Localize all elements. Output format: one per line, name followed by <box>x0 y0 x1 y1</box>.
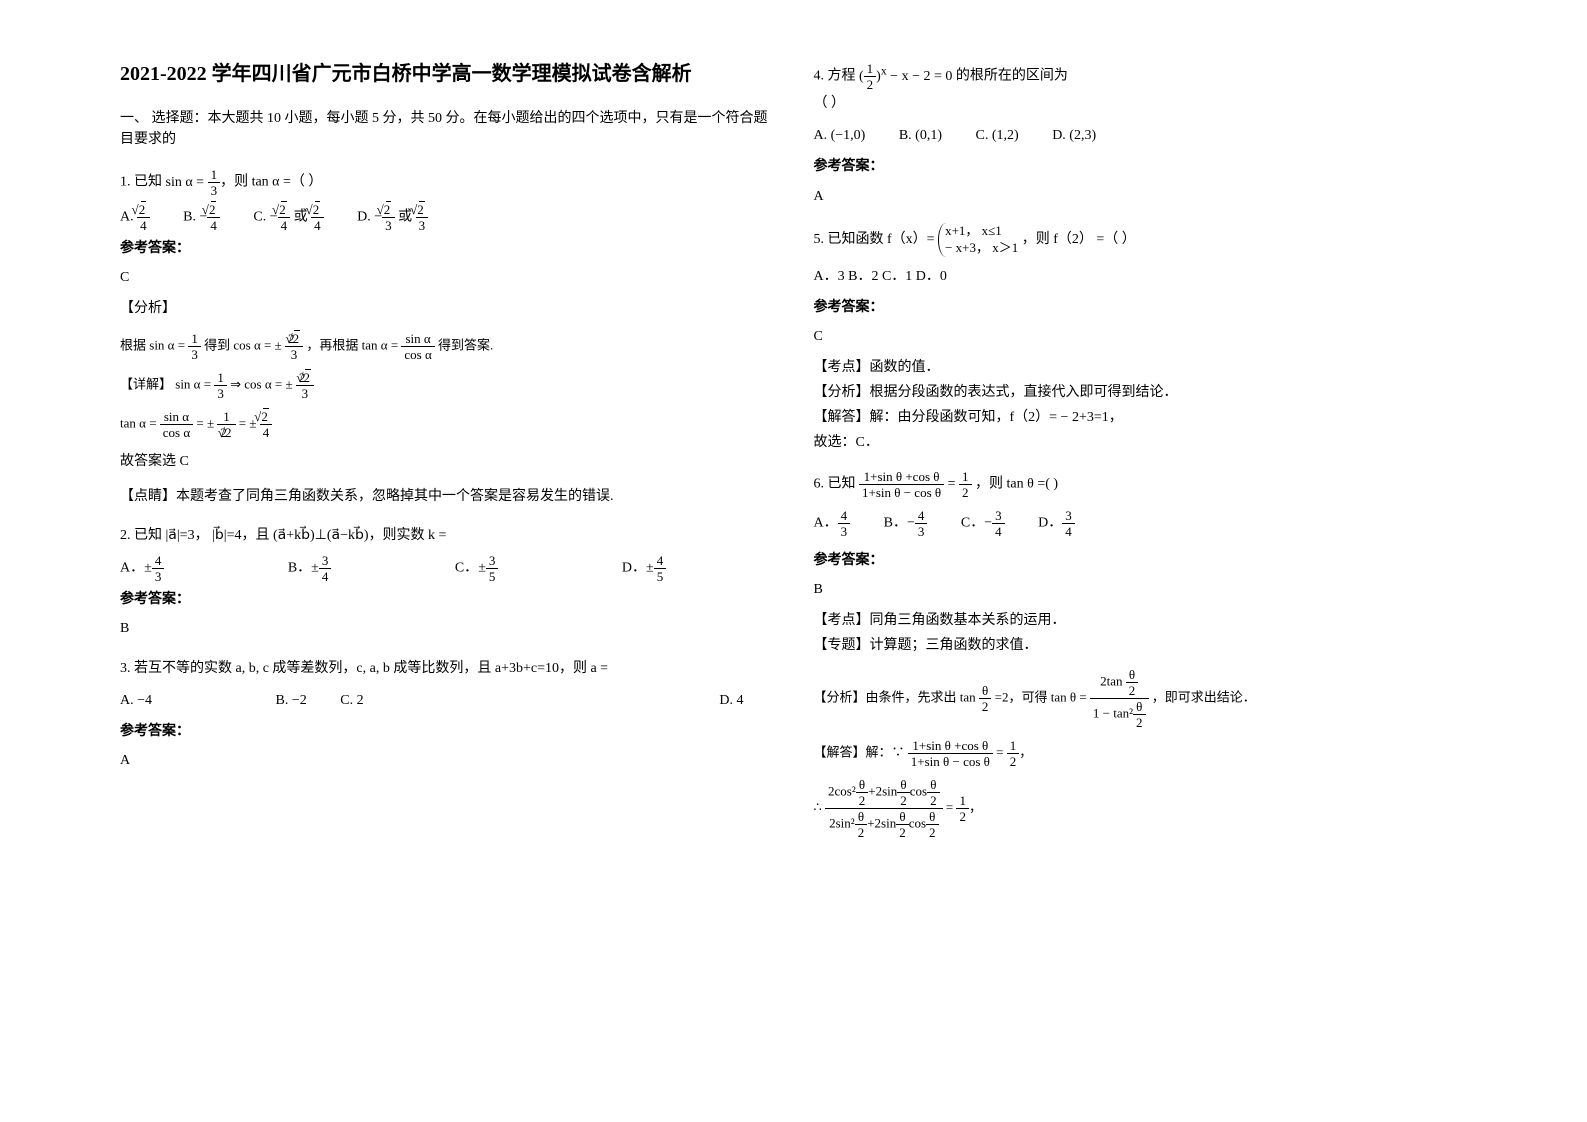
question-6: 6. 已知 1+sin θ +cos θ1+sin θ − cos θ = 12… <box>814 470 1468 840</box>
q6-therefore: ∴ 2cos²θ2+2sinθ2cosθ2 2sin²θ2+2sinθ2cosθ… <box>814 778 1468 839</box>
q1-analysis-1: 根据 sin α = 13 得到 cos α = ± 223 ，再根据 tan … <box>120 332 774 361</box>
q2-a: |a⃗|=3 <box>166 528 195 543</box>
q4-optC: C. (1,2) <box>976 122 1019 150</box>
q3-optC: C. 2 <box>340 687 363 715</box>
q1-answer-label: 参考答案： <box>120 236 774 261</box>
q4-optB: B. (0,1) <box>899 122 942 150</box>
q5-cases: x+1， x≤1 − x+3， x＞1 <box>938 223 1018 257</box>
q1-optA: A. 24 <box>120 203 150 232</box>
q6-zhuanti: 【专题】计算题；三角函数的求值． <box>814 633 1468 658</box>
q2-perp: (a⃗+kb⃗)⊥(a⃗−kb⃗) <box>273 528 369 543</box>
q4-answer: A <box>814 184 1468 209</box>
q6-answer: B <box>814 577 1468 602</box>
q6-optB: B．−43 <box>884 509 928 538</box>
q4-optA: A. (−1,0) <box>814 122 866 150</box>
q4-expr: (12)x − x − 2 = 0 <box>859 69 952 84</box>
q2-optD: D．±45 <box>622 554 666 583</box>
q1-stem-suffix: ，则 tan α =（ ） <box>220 175 322 190</box>
q2-optC: C．±35 <box>455 554 499 583</box>
q2-b: |b⃗|=4 <box>212 528 241 543</box>
q4-answer-label: 参考答案： <box>814 154 1468 179</box>
q5-guxuan: 故选：C． <box>814 430 1468 455</box>
q3-optD: D. 4 <box>719 687 743 715</box>
q6-optD: D．34 <box>1038 509 1075 538</box>
q6-options: A．43 B．−43 C．−34 D．34 <box>814 509 1468 538</box>
q3-answer-label: 参考答案： <box>120 719 774 744</box>
q2-answer-label: 参考答案： <box>120 587 774 612</box>
q5-answer: C <box>814 324 1468 349</box>
question-2: 2. 已知 |a⃗|=3， |b⃗|=4，且 (a⃗+kb⃗)⊥(a⃗−kb⃗)… <box>120 523 774 642</box>
q5-fenxi: 【分析】根据分段函数的表达式，直接代入即可得到结论． <box>814 380 1468 405</box>
q4-stem-suffix: 的根所在的区间为 <box>956 69 1068 84</box>
q6-optC: C．−34 <box>961 509 1005 538</box>
q3-optA: A. −4 <box>120 687 152 715</box>
q4-paren: （ ） <box>814 91 1468 116</box>
page-title: 2021-2022 学年四川省广元市白桥中学高一数学理模拟试卷含解析 <box>120 60 774 88</box>
q5-answer-label: 参考答案： <box>814 295 1468 320</box>
question-1: 1. 已知 sin α = 13，则 tan α =（ ） A. 24 B. −… <box>120 168 774 509</box>
q6-answer-label: 参考答案： <box>814 548 1468 573</box>
question-4: 4. 方程 (12)x − x − 2 = 0 的根所在的区间为 （ ） A. … <box>814 60 1468 209</box>
q1-optB: B. −24 <box>183 203 220 232</box>
q6-jieda: 【解答】解：∵ 1+sin θ +cos θ1+sin θ − cos θ = … <box>814 739 1468 768</box>
q1-tan-result: tan α = sin αcos α = ± 122 = ± 24 <box>120 410 774 439</box>
q1-sin-expr: sin α = 13 <box>166 175 221 190</box>
q1-options: A. 24 B. −24 C. −24 或 24 D. −23 或 23 <box>120 203 774 232</box>
q6-optA: A．43 <box>814 509 851 538</box>
q1-optD: D. −23 或 23 <box>357 203 428 232</box>
q6-stem-suffix: ，则 tan θ =( ) <box>975 476 1058 491</box>
q1-result: 故答案选 C <box>120 449 774 474</box>
left-column: 2021-2022 学年四川省广元市白桥中学高一数学理模拟试卷含解析 一、 选择… <box>100 60 794 1062</box>
question-3: 3. 若互不等的实数 a, b, c 成等差数列，c, a, b 成等比数列，且… <box>120 656 774 774</box>
q6-fenxi: 【分析】由条件，先求出 tan θ2 =2，可得 tan θ = 2tan θ2… <box>814 668 1468 729</box>
q6-rhs: 12 <box>959 470 972 499</box>
q3-stem: 3. 若互不等的实数 a, b, c 成等差数列，c, a, b 成等比数列，且… <box>120 656 774 681</box>
q4-options: A. (−1,0) B. (0,1) C. (1,2) D. (2,3) <box>814 122 1468 150</box>
q2-stem-prefix: 2. 已知 <box>120 528 162 543</box>
q5-stem-prefix: 5. 已知函数 f（x）= <box>814 232 935 247</box>
q6-lhs: 1+sin θ +cos θ1+sin θ − cos θ <box>859 470 944 499</box>
q1-dianping: 【点睛】本题考查了同角三角函数关系，忽略掉其中一个答案是容易发生的错误. <box>120 484 774 509</box>
question-5: 5. 已知函数 f（x）= x+1， x≤1 − x+3， x＞1 ，则 f（2… <box>814 223 1468 456</box>
q1-optC: C. −24 或 24 <box>253 203 323 232</box>
q1-stem-prefix: 1. 已知 <box>120 175 162 190</box>
q1-analysis-label: 【分析】 <box>120 296 774 321</box>
q3-answer: A <box>120 748 774 773</box>
q5-options: A．3 B．2 C．1 D．0 <box>814 263 1468 291</box>
section-intro: 一、 选择题：本大题共 10 小题，每小题 5 分，共 50 分。在每小题给出的… <box>120 108 774 150</box>
q3-options: A. −4 B. −2 C. 2 D. 4 <box>120 687 774 715</box>
q2-optB: B．±34 <box>288 554 332 583</box>
q4-optD: D. (2,3) <box>1052 122 1096 150</box>
q5-stem-suffix: ，则 f（2） =（ ） <box>1022 232 1136 247</box>
q2-optA: A．±43 <box>120 554 164 583</box>
q1-answer: C <box>120 265 774 290</box>
q2-answer: B <box>120 616 774 641</box>
q5-kaodian: 【考点】函数的值． <box>814 355 1468 380</box>
q2-options: A．±43 B．±34 C．±35 D．±45 <box>120 554 774 583</box>
right-column: 4. 方程 (12)x − x − 2 = 0 的根所在的区间为 （ ） A. … <box>794 60 1488 1062</box>
q4-stem-prefix: 4. 方程 <box>814 69 856 84</box>
q6-stem-prefix: 6. 已知 <box>814 476 856 491</box>
q1-detail: 【详解】 sin α = 13 ⇒ cos α = ± 223 <box>120 371 774 400</box>
q6-kaodian: 【考点】同角三角函数基本关系的运用． <box>814 608 1468 633</box>
q5-jieda: 【解答】解：由分段函数可知，f（2）= − 2+3=1， <box>814 405 1468 430</box>
q3-optB: B. −2 <box>276 687 307 715</box>
